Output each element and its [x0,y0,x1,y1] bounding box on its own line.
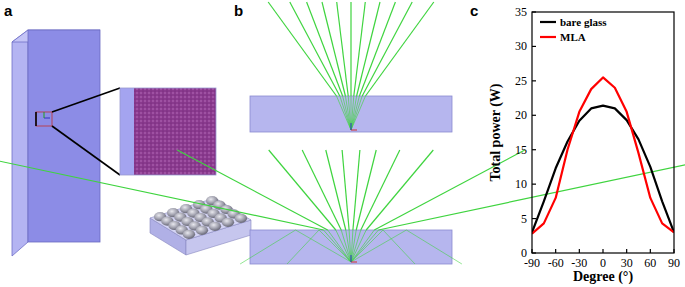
panel-label: a [4,2,13,19]
y-axis-label: Total power (W) [488,83,504,181]
ray-inside [351,96,362,130]
plot-frame [532,12,674,253]
series-line [532,77,674,233]
plot-lines [532,77,674,233]
ray-inside [337,96,352,130]
y-tick-label: 30 [515,39,527,53]
x-tick-label: 30 [621,256,633,270]
ray [366,2,434,96]
microlens [209,222,221,231]
ray-inside [351,96,357,130]
zoom-texture [134,88,216,175]
y-tick-label: 25 [515,74,527,88]
mla-side [186,220,251,255]
axis-glyph [44,112,45,118]
x-tick [579,249,580,253]
ray [362,2,412,96]
panel-c: 05101520253035-90-60-300306090bare glass… [488,5,680,285]
y-tick-label: 15 [515,143,527,157]
x-axis-label: Degree (°) [573,269,633,285]
ray-reflected [287,230,351,264]
axis-glyph [44,118,50,119]
ray-inside [351,230,379,262]
y-tick-label: 20 [515,108,527,122]
x-tick-label: 90 [668,256,680,270]
ray-inside [345,96,351,130]
ray-inside [348,96,351,130]
ray [290,2,340,96]
ray [357,2,380,96]
ray [337,2,349,96]
ray [269,150,336,230]
source-glyph [351,255,352,262]
ray [366,150,433,230]
ray [307,2,343,96]
panel-b [0,2,685,264]
microlens [222,218,234,227]
panel-label: b [234,2,243,19]
x-tick-label: -60 [548,256,564,270]
x-tick-label: 0 [600,256,606,270]
x-tick [602,249,603,253]
zoom-line [52,126,120,175]
x-tick [650,249,651,253]
ray [359,2,395,96]
ray-inside [351,96,366,130]
source-glyph [351,123,352,130]
microlens [183,230,195,239]
source-glyph [351,130,357,131]
ray-inside [340,96,351,130]
x-tick-label: -30 [571,256,587,270]
ray-reflected [240,230,351,264]
slab-side [12,30,28,256]
microlens [196,226,208,235]
zoom-frame [120,88,216,175]
ray-inside [349,230,351,262]
legend-label: MLA [560,31,586,43]
zoom-line [52,88,120,112]
y-tick-label: 35 [515,5,527,19]
ray-reflected [351,230,415,264]
ray [350,2,351,96]
zoom-line [35,112,37,126]
zoom-side [120,88,134,175]
ray-inside [351,230,374,262]
x-tick-label: 60 [644,256,656,270]
glass-slab [250,96,452,132]
legend-swatch [540,36,556,38]
ray [177,150,328,230]
ray-inside [328,230,351,262]
ray [268,2,336,96]
ray [361,150,400,230]
ray [0,150,323,230]
x-tick [555,249,556,253]
y-tick-label: 10 [515,177,527,191]
ray-reflected [351,230,462,264]
x-tick [626,249,627,253]
glass-slab [250,230,452,264]
legend-swatch [540,21,556,23]
source-glyph [351,262,357,263]
x-tick-label: -90 [524,256,540,270]
figure: abc05101520253035-90-60-300306090bare gl… [0,0,685,287]
ray-inside [351,96,352,130]
legend-label: bare glass [560,16,607,28]
panel-a [12,30,251,256]
microlens [235,214,247,223]
slab-front [28,30,100,242]
ray [342,150,349,230]
series-line [532,106,674,233]
zoom-region [36,112,52,126]
y-tick-label: 5 [521,212,527,226]
ray-inside [324,230,352,262]
panel-label: c [470,2,478,19]
ray-inside [343,96,351,130]
